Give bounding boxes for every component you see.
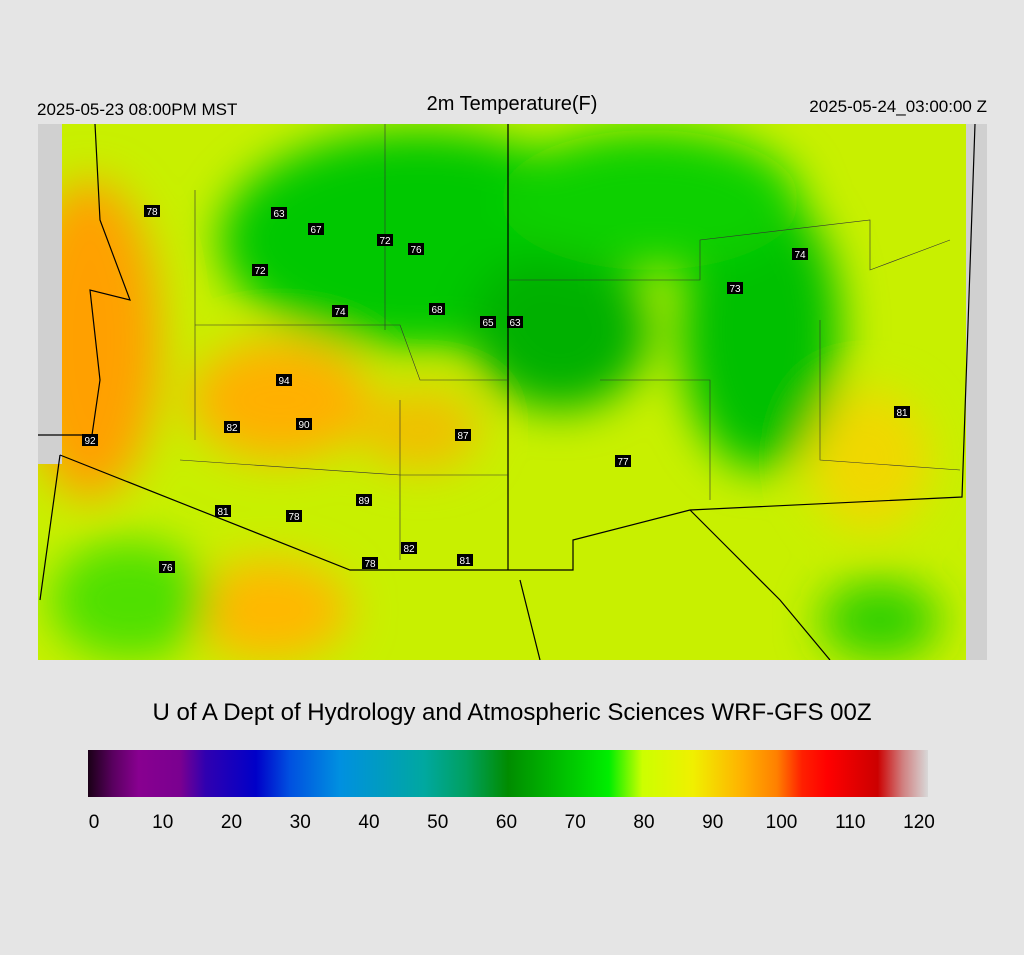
station-box: [429, 303, 445, 315]
credit: U of A Dept of Hydrology and Atmospheric…: [153, 699, 872, 726]
utc-time: 2025-05-24_03:00:00 Z: [809, 97, 987, 116]
station-box: [362, 557, 378, 569]
station-value: 82: [226, 423, 238, 434]
station-box: [224, 421, 240, 433]
station-value: 82: [403, 544, 415, 555]
colorbar-tick-label: 100: [766, 812, 798, 833]
colorbar-tick-label: 120: [903, 812, 935, 833]
station-value: 67: [310, 225, 322, 236]
station-value: 63: [509, 318, 521, 329]
local-time: 2025-05-23 08:00PM MST: [37, 100, 237, 119]
station-value: 89: [358, 496, 370, 507]
station-value: 73: [729, 284, 741, 295]
colorbar-tick-label: 90: [702, 812, 723, 833]
colorbar-tick-label: 0: [89, 812, 100, 833]
station-value: 81: [459, 556, 471, 567]
colorbar-tick-label: 30: [290, 812, 311, 833]
station-value: 78: [364, 559, 376, 570]
station-value: 74: [334, 307, 346, 318]
station-value: 65: [482, 318, 494, 329]
map: [38, 124, 987, 660]
station-box: [792, 248, 808, 260]
station-value: 63: [273, 209, 285, 220]
station-value: 77: [617, 457, 629, 468]
station-box: [401, 542, 417, 554]
station-value: 72: [379, 236, 391, 247]
station-box: [286, 510, 302, 522]
colorbar-tick-label: 20: [221, 812, 242, 833]
station-value: 78: [288, 512, 300, 523]
colorbar-ticks: 0 10 20 30 40 50 60 70 80 90 100 110 120: [89, 812, 935, 833]
station-value: 90: [298, 420, 310, 431]
station-box: [408, 243, 424, 255]
station-box: [215, 505, 231, 517]
station-box: [480, 316, 496, 328]
station-box: [332, 305, 348, 317]
station-value: 81: [896, 408, 908, 419]
station-box: [159, 561, 175, 573]
title: 2m Temperature(F): [427, 93, 598, 115]
station-value: 76: [161, 563, 173, 574]
colorbar-tick-label: 70: [565, 812, 586, 833]
station-value: 68: [431, 305, 443, 316]
station-box: [308, 223, 324, 235]
colorbar-tick-label: 60: [496, 812, 517, 833]
station-value: 72: [254, 266, 266, 277]
colorbar-tick-label: 110: [835, 812, 865, 833]
station-box: [457, 554, 473, 566]
station-box: [276, 374, 292, 386]
station-box: [377, 234, 393, 246]
colorbar-tick-label: 10: [152, 812, 173, 833]
station-box: [296, 418, 312, 430]
station-value: 81: [217, 507, 229, 518]
station-box: [894, 406, 910, 418]
colorbar: [88, 750, 928, 797]
station-box: [507, 316, 523, 328]
station-value: 76: [410, 245, 422, 256]
station-value: 92: [84, 436, 96, 447]
station-box: [356, 494, 372, 506]
stations: 78 63 67 72 76 72 74 68 65 63 74 73 94 90 82 92 87 77 81 89…: [82, 205, 910, 574]
colorbar-tick-label: 50: [427, 812, 448, 833]
station-box: [144, 205, 160, 217]
colorbar-tick-label: 80: [633, 812, 654, 833]
station-box: [615, 455, 631, 467]
station-box: [271, 207, 287, 219]
station-box: [252, 264, 268, 276]
station-value: 78: [146, 207, 158, 218]
station-value: 74: [794, 250, 806, 261]
station-box: [455, 429, 471, 441]
station-value: 87: [457, 431, 469, 442]
station-value: 94: [278, 376, 290, 387]
station-box: [82, 434, 98, 446]
colorbar-tick-label: 40: [358, 812, 379, 833]
station-box: [727, 282, 743, 294]
